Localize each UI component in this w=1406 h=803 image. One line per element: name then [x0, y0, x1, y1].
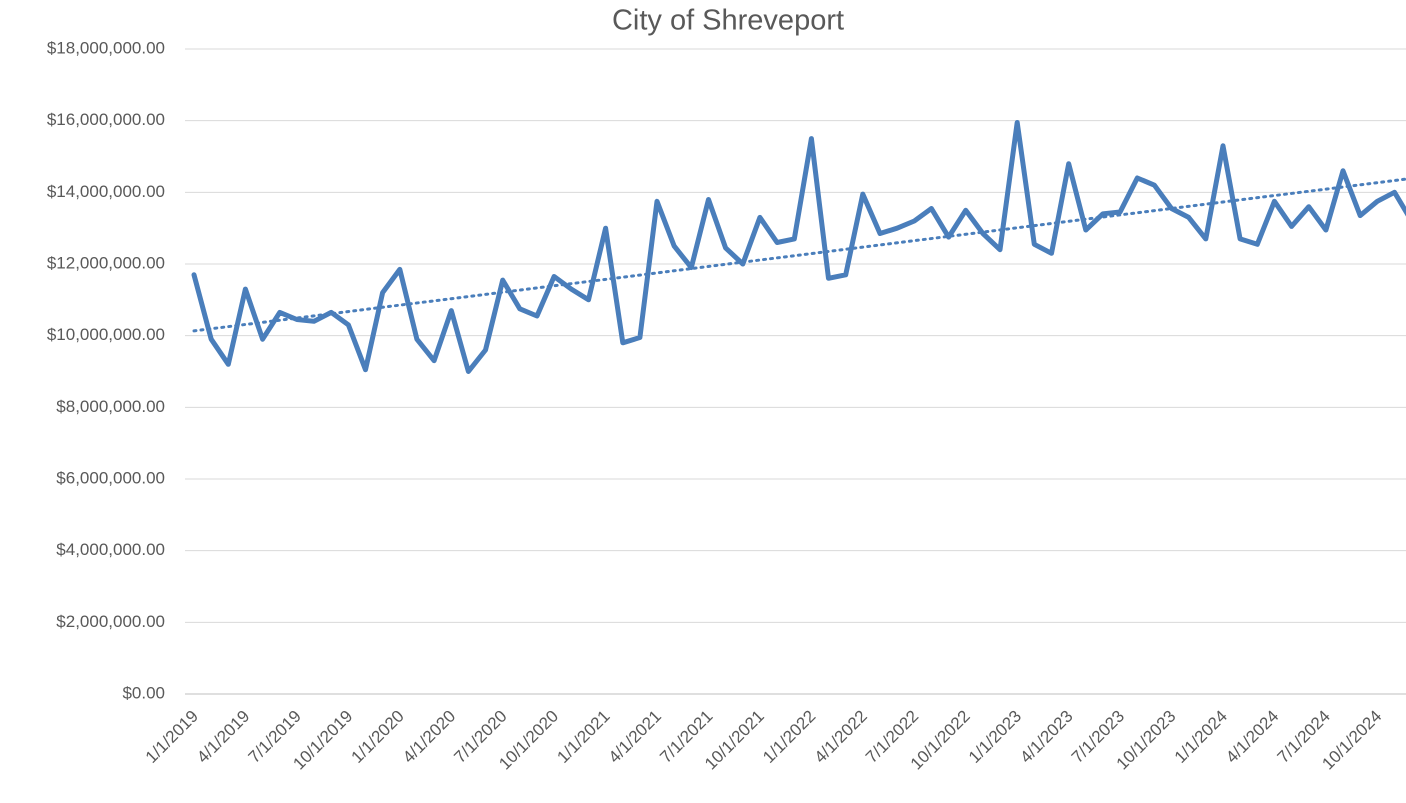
x-tick-label: 4/1/2020: [399, 707, 459, 767]
x-tick-label: 1/1/2019: [142, 707, 202, 767]
plot-area: [191, 120, 1406, 374]
x-tick-label: 4/1/2021: [605, 707, 665, 767]
y-tick-label: $16,000,000.00: [47, 110, 165, 129]
y-tick-label: $18,000,000.00: [47, 38, 165, 57]
x-tick-label: 1/1/2021: [553, 707, 613, 767]
x-tick-label: 1/1/2023: [965, 707, 1025, 767]
y-tick-label: $10,000,000.00: [47, 325, 165, 344]
x-tick-label: 1/1/2024: [1171, 707, 1231, 767]
x-tick-label: 4/1/2019: [193, 707, 253, 767]
y-tick-label: $14,000,000.00: [47, 182, 165, 201]
x-tick-label: 4/1/2022: [811, 707, 871, 767]
data-line: [191, 120, 1406, 374]
x-tick-label: 4/1/2024: [1222, 707, 1282, 767]
y-tick-label: $8,000,000.00: [56, 397, 165, 416]
x-tick-label: 4/1/2023: [1016, 707, 1076, 767]
y-tick-label: $6,000,000.00: [56, 468, 165, 487]
y-tick-label: $12,000,000.00: [47, 253, 165, 272]
y-tick-label: $2,000,000.00: [56, 612, 165, 631]
x-tick-label: 1/1/2020: [348, 707, 408, 767]
y-tick-label: $4,000,000.00: [56, 540, 165, 559]
y-tick-label: $0.00: [122, 683, 165, 702]
x-tick-label: 1/1/2022: [759, 707, 819, 767]
trendline: [192, 177, 1406, 333]
chart-title: City of Shreveport: [612, 5, 844, 37]
